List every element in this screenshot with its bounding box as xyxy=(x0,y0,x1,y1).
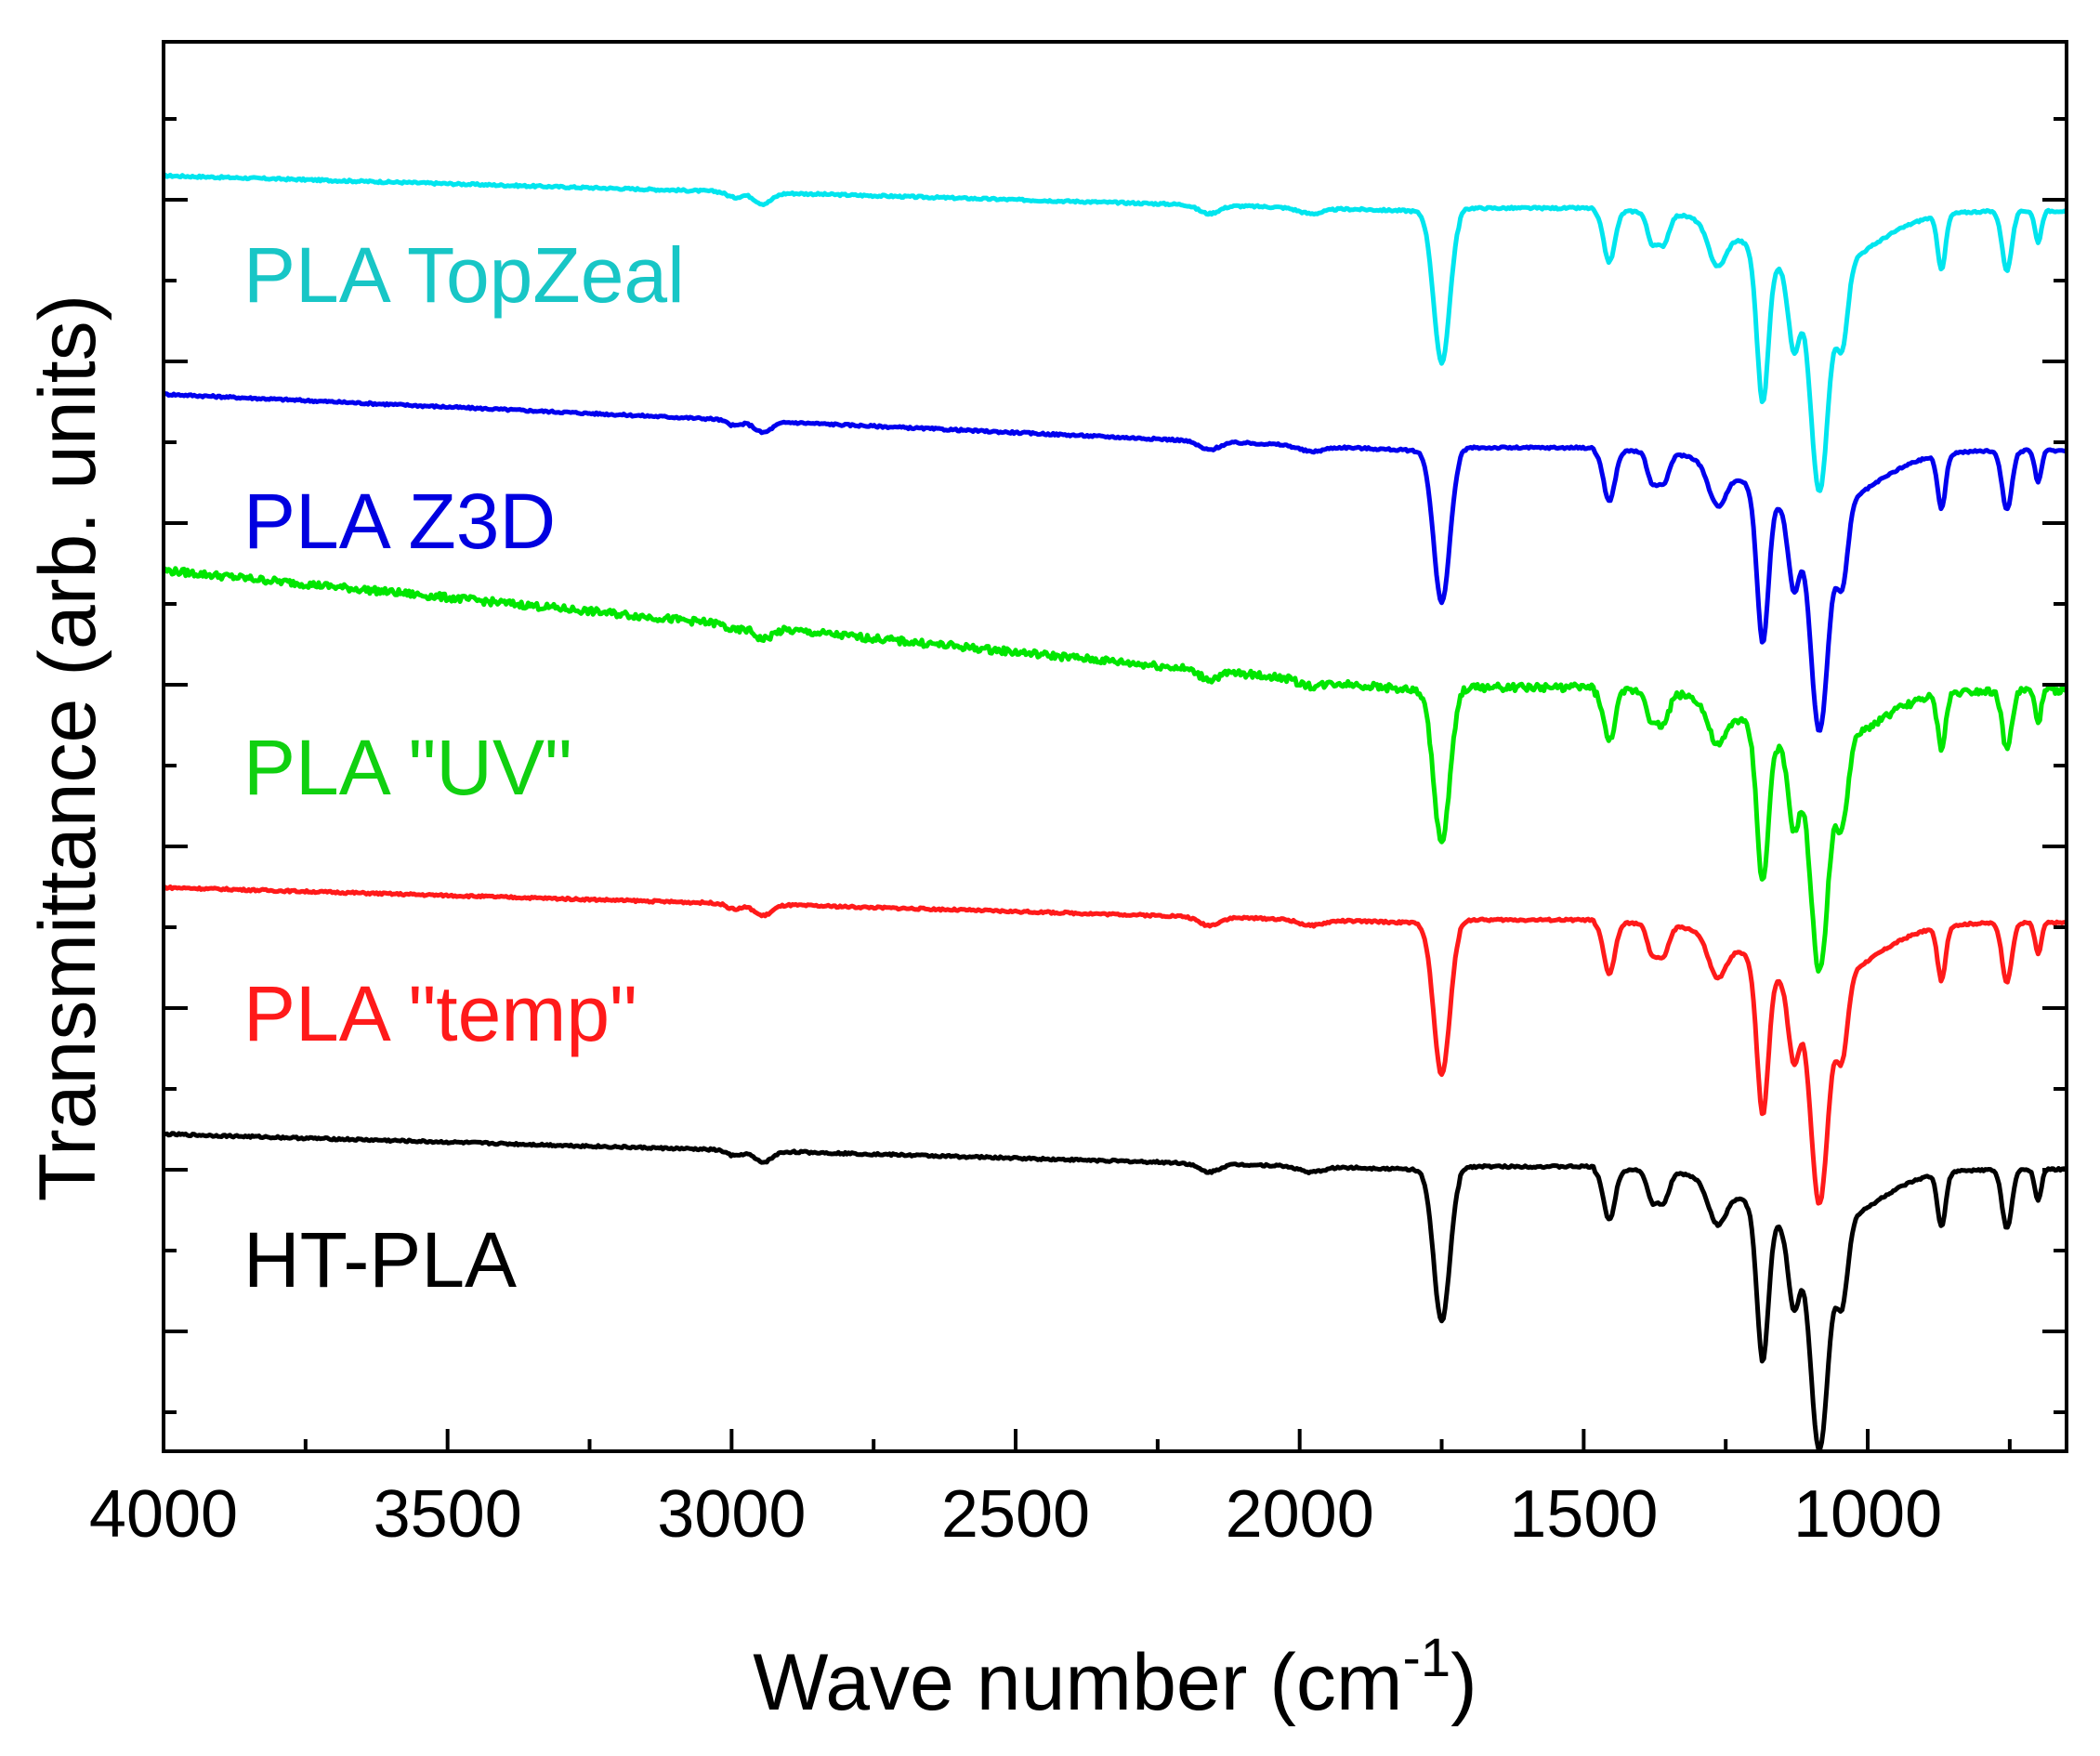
x-tick-label: 2500 xyxy=(941,1477,1090,1552)
series-label-2: PLA "UV" xyxy=(243,724,572,811)
series-line-4 xyxy=(163,1131,2067,1452)
x-tick-label: 2000 xyxy=(1226,1477,1374,1552)
plot-frame xyxy=(162,40,2068,1453)
x-axis-title: Wave number (cm-1) xyxy=(753,1628,1477,1727)
series-label-3: PLA "temp" xyxy=(243,970,637,1057)
series-line-2 xyxy=(161,566,2067,974)
series-line-3 xyxy=(163,885,2067,1206)
series-line-1 xyxy=(162,391,2067,733)
x-tick-label: 1500 xyxy=(1509,1477,1658,1552)
x-axis-title-end: ) xyxy=(1450,1638,1477,1727)
x-axis-title-text: Wave number (cm xyxy=(753,1638,1402,1727)
series-labels: PLA TopZeal PLA Z3D PLA "UV" PLA "temp" HT-P… xyxy=(243,231,685,1304)
x-tick-label: 3000 xyxy=(657,1477,806,1552)
x-tick-label: 1000 xyxy=(1793,1477,1942,1552)
y-axis-title: Transmittance (arb. units) xyxy=(23,295,112,1202)
x-tick-label: 3500 xyxy=(374,1477,522,1552)
ticks-layer: 4000 3500 3000 2500 2000 1500 1000 xyxy=(89,117,2067,1552)
x-tick-label: 4000 xyxy=(89,1477,238,1552)
series-line-0 xyxy=(163,172,2067,493)
series-label-4: HT-PLA xyxy=(243,1216,517,1304)
series-label-1: PLA Z3D xyxy=(243,478,556,565)
series-label-0: PLA TopZeal xyxy=(243,231,685,319)
x-axis-title-sup: -1 xyxy=(1403,1628,1451,1688)
series-layer xyxy=(161,172,2067,1452)
